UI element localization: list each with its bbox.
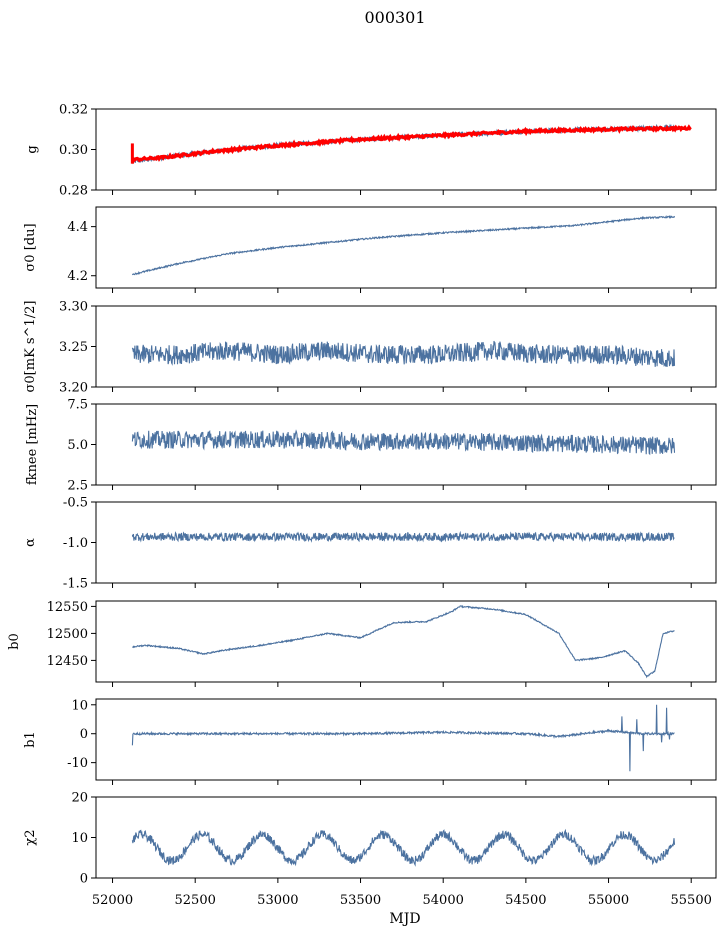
ylabel-panel-4: fknee [mHz] <box>25 404 40 485</box>
ytick-label-panel-3: 3.20 <box>59 381 88 396</box>
series-line-panel-3 <box>131 340 676 368</box>
xtick-label: 55500 <box>671 893 712 908</box>
series-line-panel-6 <box>132 604 675 679</box>
ytick-label-panel-7: -10 <box>67 756 88 771</box>
ylabel-panel-1: g <box>25 145 40 153</box>
panel-7: -10 0 10 b1 <box>23 698 717 785</box>
fit-line-panel-1 <box>130 124 692 164</box>
series-line-panel-7 <box>131 704 675 772</box>
ytick-label-panel-6: 12450 <box>47 654 88 669</box>
panel-frame-6 <box>95 600 717 683</box>
panel-frame-7 <box>95 698 717 781</box>
panel-5: -1.5 -1.0 -0.5 α <box>23 496 717 592</box>
ytick-label-panel-8: 0 <box>80 872 88 887</box>
panel-2: 4.2 4.4 σ0 [du] <box>23 206 717 293</box>
figure-title: 000301 <box>364 8 425 27</box>
panel-6: 12450 12500 12550 b0 <box>7 600 717 687</box>
panel-frame-2 <box>95 206 717 289</box>
ytick-label-panel-4: 7.5 <box>67 398 88 413</box>
xtick-label: 54500 <box>505 893 546 908</box>
ytick-label-panel-2: 4.4 <box>67 220 88 235</box>
ylabel-panel-3: σ0[mK s^1/2] <box>23 301 38 393</box>
ytick-label-panel-5: -1.0 <box>63 536 88 551</box>
panels: 0.28 0.30 0.32 g 4.2 4.4 σ0 [du] 3.20 3.25 3.30 σ0… <box>7 103 717 887</box>
panel-frame-5 <box>95 501 717 584</box>
xtick-label: 52500 <box>175 893 216 908</box>
ytick-label-panel-3: 3.25 <box>59 340 88 355</box>
xtick-label: 55000 <box>588 893 629 908</box>
ytick-label-panel-6: 12550 <box>47 600 88 615</box>
ylabel-panel-5: α <box>23 538 38 547</box>
panel-4: 2.5 5.0 7.5 fknee [mHz] <box>25 398 717 494</box>
xtick-label: 52000 <box>92 893 133 908</box>
xtick-label: 53500 <box>340 893 381 908</box>
xtick-label: 53000 <box>257 893 298 908</box>
series-line-panel-2 <box>131 214 676 276</box>
x-axis-ticks: 52000 52500 53000 53500 54000 54500 55000 55500 <box>92 893 712 908</box>
panel-3: 3.20 3.25 3.30 σ0[mK s^1/2] <box>23 300 717 396</box>
ytick-label-panel-4: 5.0 <box>67 438 88 453</box>
ylabel-panel-6: b0 <box>7 633 22 650</box>
ytick-label-panel-8: 10 <box>71 831 88 846</box>
ytick-label-panel-1: 0.30 <box>59 143 88 158</box>
ytick-label-panel-5: -0.5 <box>63 496 88 511</box>
ytick-label-panel-5: -1.5 <box>63 577 88 592</box>
ylabel-panel-8: χ2 <box>23 829 38 845</box>
xtick-label: 54000 <box>423 893 464 908</box>
series-line-panel-8 <box>131 828 676 867</box>
ylabel-panel-7: b1 <box>23 731 38 748</box>
ylabel-panel-2: σ0 [du] <box>23 223 38 271</box>
ytick-label-panel-1: 0.32 <box>59 103 88 118</box>
panel-frame-1 <box>95 108 717 191</box>
ytick-label-panel-2: 4.2 <box>67 269 88 284</box>
x-axis-label: MJD <box>389 911 420 927</box>
ytick-label-panel-7: 10 <box>71 698 88 713</box>
panel-8: 0 10 20 χ2 <box>23 791 717 887</box>
ytick-label-panel-4: 2.5 <box>67 479 88 494</box>
ytick-label-panel-8: 20 <box>71 791 88 806</box>
ytick-label-panel-7: 0 <box>80 727 88 742</box>
series-line-panel-4 <box>131 429 676 456</box>
ytick-label-panel-6: 12500 <box>47 627 88 642</box>
ytick-label-panel-1: 0.28 <box>59 184 88 199</box>
panel-1: 0.28 0.30 0.32 g <box>25 103 717 199</box>
series-line-panel-5 <box>131 530 675 543</box>
ytick-label-panel-3: 3.30 <box>59 300 88 315</box>
